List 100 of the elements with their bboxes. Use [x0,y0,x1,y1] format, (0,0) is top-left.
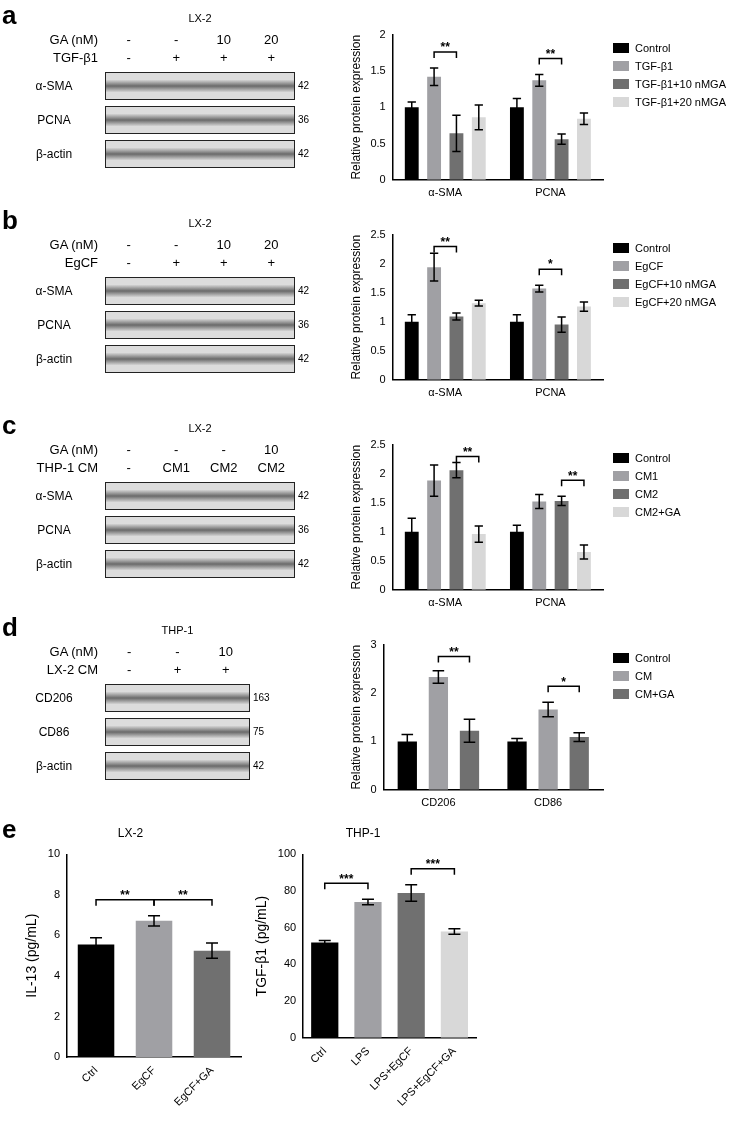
x-tick-label: Ctrl [79,1063,100,1085]
annotation: * [561,674,567,689]
text: 10 [218,644,234,659]
y-axis-title: IL-13 (pg/mL) [23,913,40,998]
text: + [172,50,181,65]
text: 20 [264,32,279,47]
y-tick-label: 0.5 [370,136,386,149]
text: + [173,662,182,677]
text: GA (nM) [49,32,98,47]
y-tick-label: 8 [53,887,61,900]
category-label: β-actin [35,352,73,366]
category-label: α-SMA [35,489,73,503]
legend-label: TGF-β1+10 nMGA [635,78,726,90]
text: c [2,410,17,441]
text: CM1 [162,460,190,475]
legend-label: Control [635,452,671,464]
legend-label: Control [635,242,671,254]
y-tick-label: 0 [290,1030,297,1043]
category-label: 42 [298,490,310,501]
annotation: ** [545,46,556,61]
bar [397,892,425,1038]
text: THP-1 CM [36,460,98,475]
annotation: ** [449,644,459,659]
category-label: PCNA [37,523,71,537]
text: - [126,50,131,65]
y-tick-label: 3 [370,637,377,650]
y-tick-label: 1 [379,524,386,537]
text: - [126,237,131,252]
text: - [126,442,131,457]
text: GA (nM) [49,237,98,252]
y-tick-label: 2 [379,256,386,269]
bar [532,501,547,590]
y-tick-label: 20 [283,994,297,1007]
annotation: ** [568,468,578,483]
legend-label: TGF-β1 [635,60,674,72]
y-tick-label: 0 [53,1050,61,1063]
y-tick-label: 1 [379,100,386,113]
y-tick-label: 1 [370,734,377,747]
legend-label: Control [635,42,671,54]
bar [427,76,442,180]
text: CM2 [257,460,285,475]
category-label: PCNA [37,113,71,127]
text: + [219,255,228,270]
y-tick-label: 0 [370,782,377,795]
x-tick-label: Ctrl [307,1044,329,1066]
legend-label: CM1 [635,470,659,482]
y-tick-label: 0 [379,582,386,595]
y-tick-label: 1.5 [370,495,386,508]
legend-label: EgCF+20 nMGA [635,296,717,308]
category-label: α-SMA [35,79,73,93]
text: + [222,662,230,677]
text: + [267,255,276,270]
chart-title: THP-1 [345,825,381,840]
text: LX-2 [187,12,213,24]
bar [532,80,547,180]
bar [554,139,569,180]
y-tick-label: 1.5 [370,285,386,298]
y-tick-label: 1 [379,314,386,327]
y-tick-label: 2.5 [370,227,386,240]
legend-label: CM2 [635,488,659,500]
text: + [267,50,276,65]
legend-label: EgCF+10 nMGA [635,278,717,290]
category-label: 42 [298,80,310,91]
y-tick-label: 0 [379,372,386,385]
category-label: 42 [298,285,310,296]
text: - [126,255,131,270]
text: LX-2 [187,422,213,434]
annotation: ** [440,40,451,55]
text: - [174,32,179,47]
bar [459,730,480,790]
category-label: β-actin [35,557,73,571]
category-label: 42 [298,558,310,569]
annotation: ** [120,888,131,903]
category-label: CD86 [38,725,70,739]
text: 20 [264,237,279,252]
text: TGF-β1 [52,50,98,65]
legend-label: CM [635,670,653,682]
text: e [2,814,17,845]
y-axis-title: TGF-β1 (pg/mL) [253,895,270,997]
category-label: 42 [298,353,310,364]
category-label: 36 [298,524,310,535]
text: CM2 [210,460,238,475]
text: b [2,205,18,236]
legend-label: EgCF [635,260,664,272]
annotation: *** [425,856,441,871]
y-tick-label: 4 [53,968,61,981]
text: - [175,644,180,659]
chart-title: LX-2 [117,825,144,840]
text: - [174,237,179,252]
category-label: 163 [253,692,270,703]
annotation: *** [339,871,354,886]
text: EgCF [64,255,98,270]
y-tick-label: 40 [283,957,297,970]
y-tick-label: 0.5 [370,553,386,566]
y-axis-title: Relative protein expression [348,34,363,180]
category-label: 75 [253,726,265,737]
y-tick-label: 2 [53,1009,61,1022]
text: LX-2 [187,217,213,229]
legend-label: CM2+GA [635,506,681,518]
y-tick-label: 1.5 [370,63,386,76]
